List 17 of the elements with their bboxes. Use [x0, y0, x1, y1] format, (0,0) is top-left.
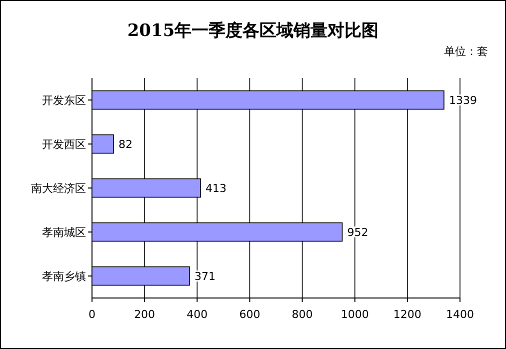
data-label: 82 [118, 138, 133, 151]
x-tick-label: 600 [239, 308, 260, 321]
y-tick-label: 开发西区 [42, 138, 86, 151]
x-tick-label: 0 [88, 308, 96, 321]
x-tick-label: 200 [134, 308, 156, 321]
x-tick-label: 1400 [446, 308, 474, 321]
y-tick-label: 孝南城区 [42, 226, 86, 239]
x-tick-label: 1200 [393, 308, 422, 321]
x-tick-label: 1000 [340, 308, 369, 321]
chart-title: 2015年一季度各区域销量对比图 [127, 21, 379, 41]
text: 单位：套 [444, 45, 488, 58]
data-label: 413 [206, 182, 227, 195]
x-tick-label: 400 [186, 308, 208, 321]
y-tick-label: 孝南乡镇 [42, 270, 86, 283]
y-tick-label: 开发东区 [42, 94, 86, 107]
y-tick-label: 南大经济区 [31, 182, 86, 195]
x-tick-label: 800 [292, 308, 313, 321]
